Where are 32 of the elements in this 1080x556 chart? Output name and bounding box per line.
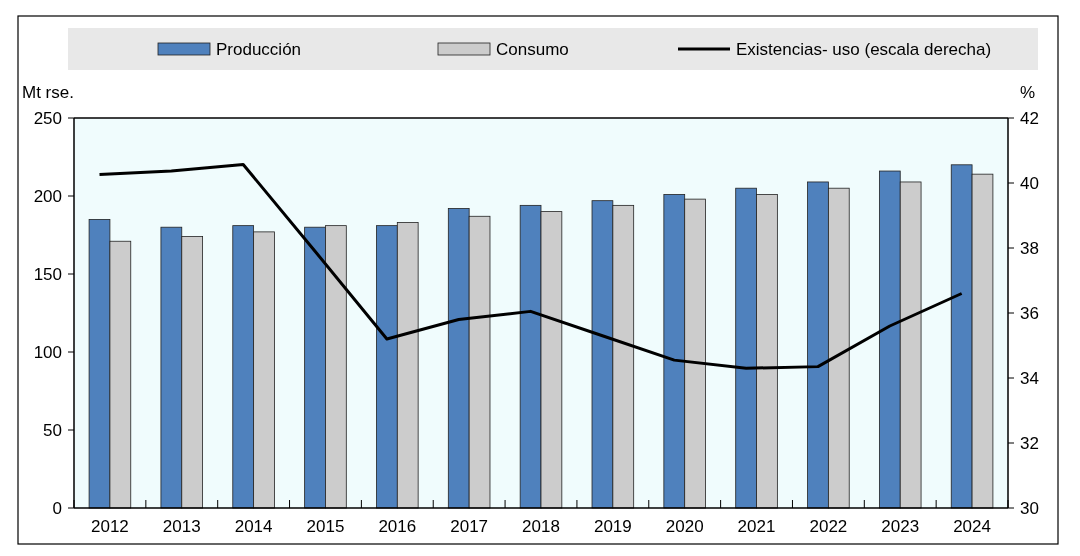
x-tick-label: 2012 bbox=[91, 517, 129, 536]
y-tick-label: 50 bbox=[43, 421, 62, 440]
y2-tick-label: 34 bbox=[1020, 369, 1039, 388]
x-tick-label: 2013 bbox=[162, 517, 201, 536]
y2-tick-label: 38 bbox=[1020, 239, 1039, 258]
y-tick-label: 0 bbox=[52, 499, 62, 518]
y2-tick-label: 40 bbox=[1020, 174, 1039, 193]
legend-label: Consumo bbox=[496, 40, 569, 59]
y-tick-label: 100 bbox=[33, 343, 62, 362]
x-tick-label: 2018 bbox=[522, 517, 560, 536]
y2-tick-label: 30 bbox=[1020, 499, 1039, 518]
x-tick-label: 2021 bbox=[737, 517, 776, 536]
y-tick-label: 150 bbox=[33, 265, 62, 284]
line-series bbox=[98, 162, 964, 370]
x-tick-label: 2020 bbox=[665, 517, 704, 536]
y2-tick-label: 32 bbox=[1020, 434, 1039, 453]
y-axis-title: Mt rse. bbox=[22, 83, 74, 102]
x-tick-label: 2023 bbox=[881, 517, 920, 536]
legend-label: Existencias- uso (escala derecha) bbox=[736, 40, 992, 59]
y2-tick-label: 42 bbox=[1020, 109, 1039, 128]
y2-tick-label: 36 bbox=[1020, 304, 1039, 323]
x-tick-label: 2015 bbox=[306, 517, 345, 536]
x-tick-label: 2014 bbox=[234, 517, 273, 536]
x-tick-label: 2022 bbox=[809, 517, 848, 536]
x-tick-label: 2019 bbox=[593, 517, 632, 536]
legend-label: Producción bbox=[216, 40, 302, 59]
x-tick-label: 2017 bbox=[450, 517, 489, 536]
y-tick-label: 200 bbox=[33, 187, 62, 206]
x-tick-label: 2024 bbox=[953, 517, 991, 536]
y-tick-label: 250 bbox=[33, 109, 62, 128]
y2-axis-title: % bbox=[1020, 83, 1036, 102]
x-tick-label: 2016 bbox=[378, 517, 417, 536]
